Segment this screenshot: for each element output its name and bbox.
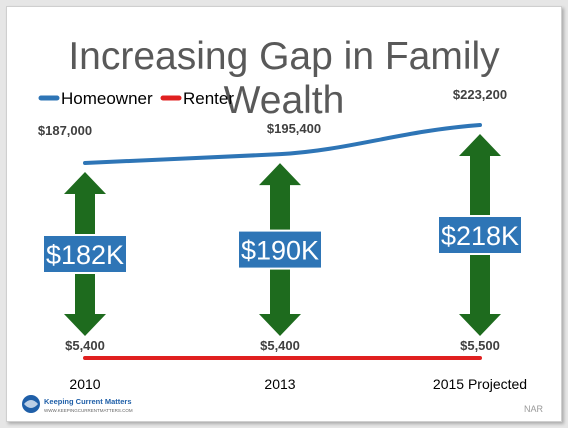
category-tick-label: 2013: [264, 376, 295, 392]
legend: Homeowner Renter: [38, 89, 234, 108]
gap-label-box: [237, 229, 323, 270]
chart-marks: $182K $187,000 $5,400 2010 $190K $195,400 $5,4…: [38, 87, 527, 392]
source-label: NAR: [524, 404, 544, 414]
gap-label-box: [42, 234, 128, 274]
legend-homeowner-label: Homeowner: [61, 89, 153, 108]
logo-url: WWW.KEEPINGCURRENTMATTERS.COM: [44, 408, 133, 413]
gap-label: $218K: [441, 221, 519, 251]
gap-label: $182K: [46, 240, 124, 270]
logo-name: Keeping Current Matters: [44, 397, 132, 406]
homeowner-value-label: $187,000: [38, 123, 92, 138]
slide: Increasing Gap in Family Wealth Homeowne…: [6, 6, 562, 422]
renter-value-label: $5,400: [260, 338, 300, 353]
category-tick-label: 2010: [69, 376, 100, 392]
chart-title: Increasing Gap in Family Wealth: [68, 35, 500, 122]
renter-value-label: $5,500: [460, 338, 500, 353]
gap-label: $190K: [241, 236, 319, 266]
renter-value-label: $5,400: [65, 338, 105, 353]
kcm-logo: Keeping Current Matters WWW.KEEPINGCURRE…: [22, 395, 133, 413]
gap-label-box: [437, 215, 523, 255]
logo-swoosh-icon: [24, 400, 38, 408]
homeowner-line: [83, 123, 482, 165]
category-tick-label: 2015 Projected: [433, 376, 527, 392]
wealth-gap-chart: Homeowner Renter $182K $187,000 $5,400 2010…: [22, 87, 544, 414]
homeowner-value-label: $223,200: [453, 87, 507, 102]
legend-renter-label: Renter: [183, 89, 234, 108]
homeowner-value-label: $195,400: [267, 121, 321, 136]
